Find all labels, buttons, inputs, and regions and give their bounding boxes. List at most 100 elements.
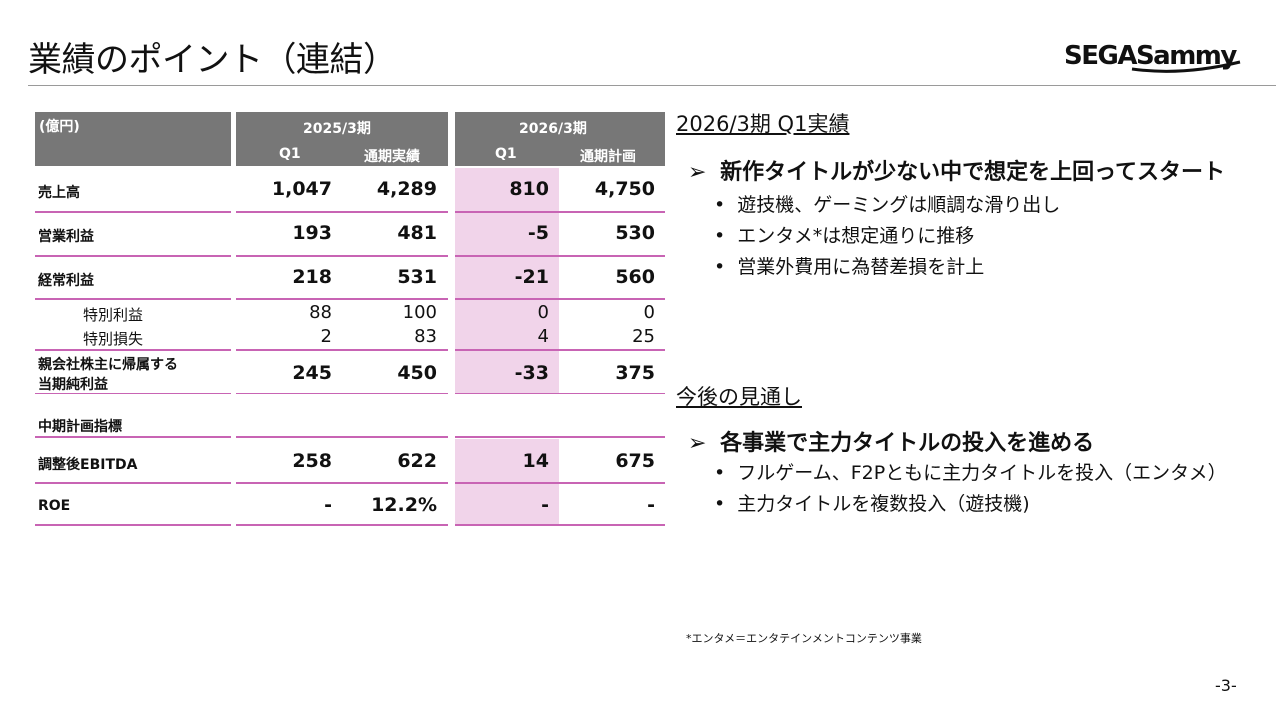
row-divider <box>455 255 665 257</box>
cell: - <box>541 494 549 516</box>
cell: -33 <box>514 362 549 384</box>
row-divider <box>35 255 231 257</box>
period-b-label: 2026/3期 <box>519 121 587 137</box>
page-title: 業績のポイント（連結） <box>28 40 397 80</box>
row-divider <box>236 211 448 213</box>
row-label: ROE <box>38 498 71 514</box>
section2-point-text: 各事業で主力タイトルの投入を進める <box>720 431 1095 456</box>
bullet-dot: • <box>714 225 726 247</box>
cell: 375 <box>615 362 655 384</box>
bullet-text: 主力タイトルを複数投入（遊技機) <box>737 493 1030 515</box>
page-number: -3- <box>1215 676 1237 695</box>
row-label-line1: 親会社株主に帰属する <box>38 357 178 373</box>
row-divider <box>455 524 665 526</box>
row-divider <box>35 349 231 351</box>
cell: 12.2% <box>371 494 437 516</box>
title-divider <box>28 85 1276 86</box>
row-divider <box>35 211 231 213</box>
table-section-row: 中期計画指標 <box>35 416 665 436</box>
cell: 0 <box>643 302 655 323</box>
period-a-label: 2025/3期 <box>303 121 371 137</box>
cell: 258 <box>292 450 332 472</box>
row-divider <box>35 298 231 300</box>
cell: 530 <box>615 222 655 244</box>
cell: 25 <box>632 326 655 347</box>
section1-point: ➢ 新作タイトルが少ない中で想定を上回ってスタート <box>688 154 1225 186</box>
row-divider <box>236 393 448 394</box>
highlight-column-upper <box>455 168 559 393</box>
cell: 481 <box>397 222 437 244</box>
bullet-text: 遊技機、ゲーミングは順調な滑り出し <box>737 194 1061 216</box>
cell: 4,289 <box>376 178 437 200</box>
table-unit-header: (億円) <box>35 112 231 166</box>
row-divider <box>455 298 665 300</box>
period-b-header: 2026/3期 Q1 通期計画 <box>455 112 665 166</box>
row-label: 特別損失 <box>83 330 144 348</box>
row-divider <box>236 255 448 257</box>
col-a1-label: Q1 <box>279 146 301 162</box>
cell: 810 <box>509 178 549 200</box>
arrow-icon: ➢ <box>688 160 707 185</box>
cell: 193 <box>292 222 332 244</box>
cell: -5 <box>527 222 549 244</box>
cell: 88 <box>309 302 332 323</box>
period-a-header: 2025/3期 Q1 通期実績 <box>236 112 448 166</box>
row-divider <box>35 393 231 394</box>
row-divider <box>236 298 448 300</box>
bullet-dot: • <box>714 194 726 216</box>
cell: 83 <box>414 326 437 347</box>
bullet-text: フルゲーム、F2Pともに主力タイトルを投入（エンタメ） <box>737 462 1227 484</box>
table-row: ROE - 12.2% - - <box>35 494 665 520</box>
row-divider <box>35 524 231 526</box>
row-divider <box>455 349 665 351</box>
segasammy-logo: SEGASammy <box>1064 41 1241 73</box>
row-divider <box>455 482 665 484</box>
col-b1-label: Q1 <box>495 146 517 162</box>
row-label: 売上高 <box>38 185 80 201</box>
arrow-icon: ➢ <box>688 431 707 456</box>
cell: 531 <box>397 266 437 288</box>
cell: 14 <box>522 450 549 472</box>
cell: - <box>647 494 655 516</box>
cell: 675 <box>615 450 655 472</box>
cell: 218 <box>292 266 332 288</box>
cell: 100 <box>402 302 437 323</box>
table-row: 売上高 1,047 4,289 810 4,750 <box>35 178 665 204</box>
row-divider <box>236 436 448 438</box>
section2-heading: 今後の見通し <box>676 385 802 409</box>
col-b2-label: 通期計画 <box>580 149 636 165</box>
section2-point: ➢ 各事業で主力タイトルの投入を進める <box>688 425 1094 457</box>
cell: 2 <box>320 326 332 347</box>
bullet-item: • フルゲーム、F2Pともに主力タイトルを投入（エンタメ） <box>714 458 1227 485</box>
bullet-dot: • <box>714 256 726 278</box>
cell: -21 <box>514 266 549 288</box>
cell: 4,750 <box>594 178 655 200</box>
cell: 245 <box>292 362 332 384</box>
row-label: 特別利益 <box>83 306 144 324</box>
footnote: *エンタメ＝エンタテインメントコンテンツ事業 <box>686 632 922 645</box>
section1-heading: 2026/3期 Q1実績 <box>676 112 850 136</box>
section-label: 中期計画指標 <box>38 419 122 435</box>
cell: - <box>324 494 332 516</box>
cell: 622 <box>397 450 437 472</box>
row-divider <box>455 436 665 438</box>
bullet-text: エンタメ*は想定通りに推移 <box>737 225 975 247</box>
row-divider <box>455 211 665 213</box>
row-divider <box>236 349 448 351</box>
row-divider <box>236 524 448 526</box>
bullet-dot: • <box>714 493 726 515</box>
bullet-dot: • <box>714 462 726 484</box>
svg-text:SEGASammy: SEGASammy <box>1064 41 1237 71</box>
cell: 4 <box>537 326 549 347</box>
unit-label: (億円) <box>39 119 80 135</box>
row-divider <box>236 482 448 484</box>
row-label-line2: 当期純利益 <box>38 377 108 393</box>
table-row: 特別損失 2 83 4 25 <box>35 326 665 348</box>
table-row: 経常利益 218 531 -21 560 <box>35 266 665 292</box>
table-row: 親会社株主に帰属する 当期純利益 245 450 -33 375 <box>35 352 665 393</box>
bullet-item: • エンタメ*は想定通りに推移 <box>714 221 974 248</box>
cell: 0 <box>537 302 549 323</box>
bullet-text: 営業外費用に為替差損を計上 <box>737 256 985 278</box>
row-label: 調整後EBITDA <box>38 457 138 473</box>
col-a2-label: 通期実績 <box>364 149 420 165</box>
